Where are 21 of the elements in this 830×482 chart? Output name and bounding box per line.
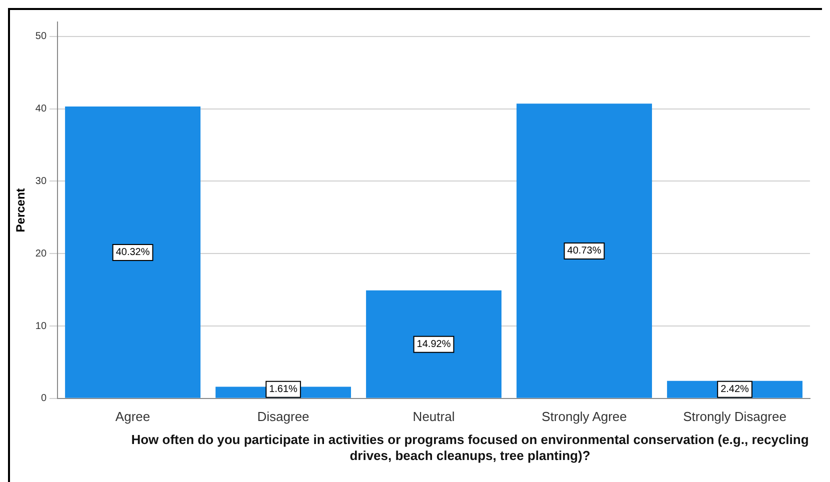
y-tick-label: 50 <box>35 31 47 42</box>
x-tick-label: Agree <box>115 408 150 424</box>
bar <box>516 104 652 398</box>
data-label: 2.42% <box>720 384 750 396</box>
y-axis-title: Percent <box>14 188 28 232</box>
y-tick-label: 10 <box>35 320 47 332</box>
data-label: 40.32% <box>116 247 150 258</box>
data-label: 40.73% <box>567 246 602 257</box>
bar <box>65 106 200 398</box>
x-tick-label: Neutral <box>412 408 455 424</box>
x-tick-label: Strongly Disagree <box>683 408 786 424</box>
y-tick-label: 20 <box>35 248 47 260</box>
x-tick-label: Disagree <box>257 408 310 424</box>
data-label: 14.92% <box>416 339 451 350</box>
data-label: 1.61% <box>269 384 298 396</box>
x-axis-title: How often do you participate in activities or programs focused on environmental conservation (e.g., recycling drives, beach cleanups, tree planting)? <box>130 432 810 464</box>
bar <box>366 290 502 398</box>
y-tick-label: 40 <box>35 104 47 115</box>
x-tick-label: Strongly Agree <box>542 408 627 424</box>
y-tick-label: 30 <box>35 176 47 187</box>
y-tick-label: 0 <box>40 393 47 404</box>
